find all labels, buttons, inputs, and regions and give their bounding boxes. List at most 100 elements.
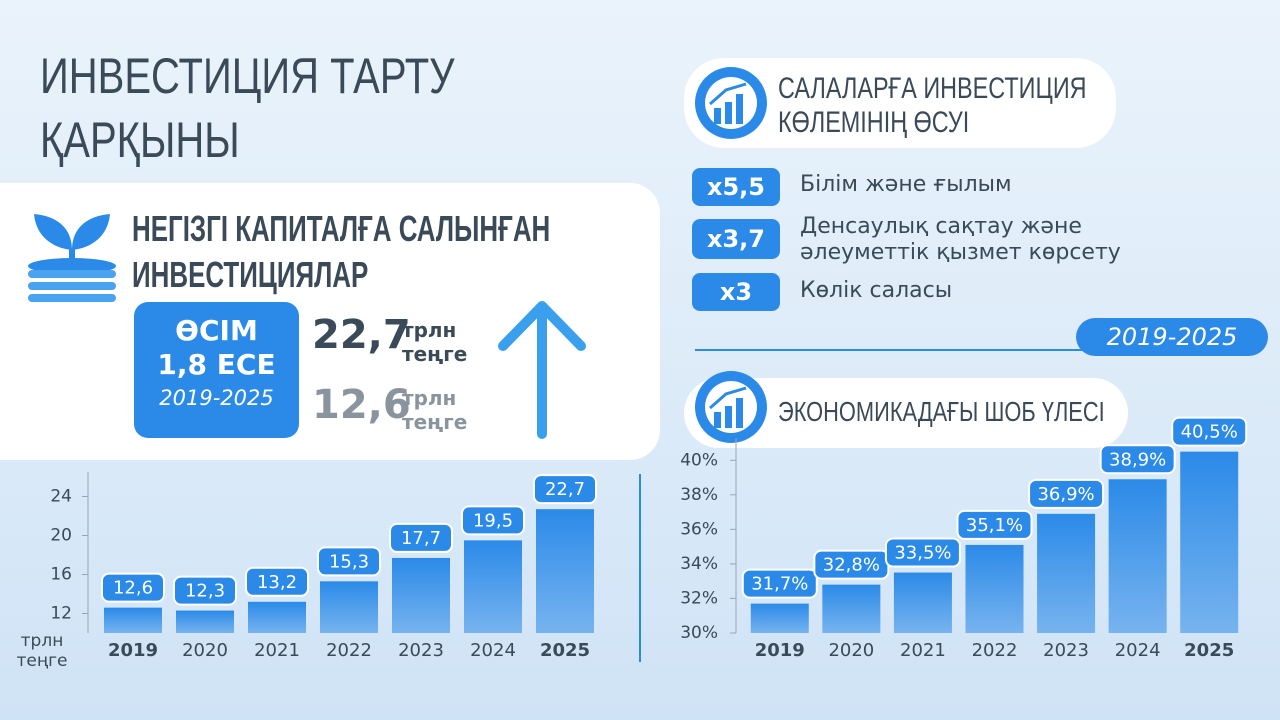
divider bbox=[695, 349, 1095, 351]
bar bbox=[822, 584, 881, 633]
value-label: 31,7% bbox=[751, 574, 808, 595]
value-label-bg bbox=[741, 568, 818, 599]
capital-title: НЕГІЗГІ КАПИТАЛҒА САЛЫНҒАН ИНВЕСТИЦИЯЛАР bbox=[132, 206, 550, 298]
chart-icon bbox=[695, 371, 767, 443]
value-label-bg bbox=[317, 546, 381, 577]
value-label: 32,8% bbox=[823, 555, 880, 576]
title-line: ҚАРҚЫНЫ bbox=[40, 112, 240, 168]
separator bbox=[639, 474, 641, 662]
x-tick-label: 2019 bbox=[108, 640, 158, 661]
sector-label: Көлік саласы bbox=[800, 278, 953, 303]
capital-title-line: НЕГІЗГІ КАПИТАЛҒА САЛЫНҒАН bbox=[132, 208, 551, 249]
x-tick-label: 2022 bbox=[972, 640, 1018, 661]
bar bbox=[248, 601, 306, 633]
x-tick-label: 2020 bbox=[828, 640, 874, 661]
x-tick-label: 2021 bbox=[900, 640, 946, 661]
amount-unit: трлн теңге bbox=[402, 318, 467, 366]
value-label: 17,7 bbox=[401, 528, 441, 549]
capital-title-line: ИНВЕСТИЦИЯЛАР bbox=[132, 254, 369, 295]
value-label: 12,6 bbox=[113, 578, 153, 599]
sector-label-line: Денсаулық сақтау және bbox=[800, 214, 1082, 239]
x-tick-label: 2019 bbox=[755, 640, 805, 661]
value-label-bg bbox=[1171, 416, 1248, 447]
value-label-bg bbox=[1099, 444, 1176, 475]
title-line: ИНВЕСТИЦИЯ ТАРТУ bbox=[40, 48, 455, 104]
sector-factor: x3,7 bbox=[692, 219, 780, 259]
y-tick-label: 38% bbox=[680, 485, 718, 505]
value-label-bg bbox=[173, 575, 237, 606]
value-label-bg bbox=[245, 566, 309, 597]
value-label: 38,9% bbox=[1109, 449, 1166, 470]
x-tick-label: 2025 bbox=[1184, 640, 1234, 661]
bar bbox=[392, 557, 450, 633]
x-tick-label: 2025 bbox=[540, 640, 590, 661]
period-badge: 2019-2025 bbox=[1076, 318, 1268, 356]
y-tick-label: 24 bbox=[50, 487, 72, 507]
amount-unit: трлн теңге bbox=[402, 386, 467, 434]
y-tick-label: 30% bbox=[680, 623, 718, 643]
x-tick-label: 2023 bbox=[398, 640, 444, 661]
y-tick-label: 12 bbox=[50, 604, 72, 624]
y-tick-label: 32% bbox=[680, 588, 718, 608]
value-label: 22,7 bbox=[545, 479, 585, 500]
value-label: 33,5% bbox=[894, 543, 951, 564]
value-label-bg bbox=[461, 505, 525, 536]
growth-value: 1,8 ЕСЕ bbox=[157, 348, 276, 381]
unit-line: трлн bbox=[402, 386, 457, 410]
up-arrow bbox=[498, 301, 586, 439]
value-label: 19,5 bbox=[473, 510, 513, 531]
value-label: 36,9% bbox=[1037, 484, 1094, 505]
bar bbox=[965, 544, 1024, 633]
bar bbox=[104, 607, 162, 633]
unit-line: трлн bbox=[402, 318, 457, 342]
bar bbox=[750, 603, 809, 633]
value-label: 13,2 bbox=[257, 572, 297, 593]
unit-line: теңге bbox=[402, 410, 468, 434]
amount-value: 12,6 bbox=[312, 382, 411, 428]
amount-value: 22,7 bbox=[312, 312, 411, 358]
sectors-title-line: КӨЛЕМІНІҢ ӨСУІ bbox=[778, 106, 970, 139]
coin-icon bbox=[28, 214, 116, 302]
x-tick-label: 2021 bbox=[254, 640, 300, 661]
sectors-title: САЛАЛАРҒА ИНВЕСТИЦИЯ КӨЛЕМІНІҢ ӨСУІ bbox=[778, 72, 1087, 140]
x-tick-label: 2024 bbox=[470, 640, 516, 661]
page-title: ИНВЕСТИЦИЯ ТАРТУ ҚАРҚЫНЫ bbox=[40, 44, 455, 172]
bar bbox=[1037, 513, 1096, 633]
y-tick-label: 34% bbox=[680, 554, 718, 574]
value-label: 15,3 bbox=[329, 551, 369, 572]
sectors-title-line: САЛАЛАРҒА ИНВЕСТИЦИЯ bbox=[778, 72, 1087, 105]
value-label-bg bbox=[389, 522, 453, 553]
sector-label: Білім және ғылым bbox=[800, 172, 1012, 197]
bar bbox=[320, 581, 378, 633]
x-tick-label: 2020 bbox=[182, 640, 228, 661]
growth-period: 2019-2025 bbox=[159, 386, 274, 410]
value-label-bg bbox=[884, 537, 961, 568]
value-label-bg bbox=[533, 474, 597, 505]
value-label: 40,5% bbox=[1181, 422, 1238, 443]
capital-panel bbox=[0, 183, 660, 460]
chart-icon bbox=[695, 67, 767, 139]
x-tick-label: 2024 bbox=[1115, 640, 1161, 661]
y-tick-label: 40% bbox=[680, 450, 718, 470]
growth-box: ӨСІМ 1,8 ЕСЕ 2019-2025 bbox=[134, 302, 299, 438]
bar bbox=[1108, 479, 1167, 633]
sector-factor: x3 bbox=[692, 273, 780, 311]
bar bbox=[536, 509, 594, 633]
x-tick-label: 2022 bbox=[326, 640, 372, 661]
unit-line: теңге bbox=[402, 342, 468, 366]
value-label-bg bbox=[1028, 478, 1105, 509]
sector-label: Денсаулық сақтау және әлеуметтік қызмет … bbox=[800, 214, 1121, 266]
value-label: 12,3 bbox=[185, 581, 225, 602]
bar bbox=[1180, 451, 1239, 633]
y-axis-label: теңге bbox=[17, 651, 68, 671]
y-tick-label: 36% bbox=[680, 519, 718, 539]
x-tick-label: 2023 bbox=[1043, 640, 1089, 661]
sme-title: ЭКОНОМИКАДАҒЫ ШОБ ҮЛЕСІ bbox=[778, 396, 1105, 427]
y-tick-label: 20 bbox=[50, 526, 72, 546]
bar bbox=[893, 572, 952, 633]
y-axis-label: трлн bbox=[21, 631, 64, 651]
y-tick-label: 16 bbox=[50, 565, 72, 585]
value-label-bg bbox=[101, 572, 165, 603]
bar bbox=[464, 540, 522, 633]
